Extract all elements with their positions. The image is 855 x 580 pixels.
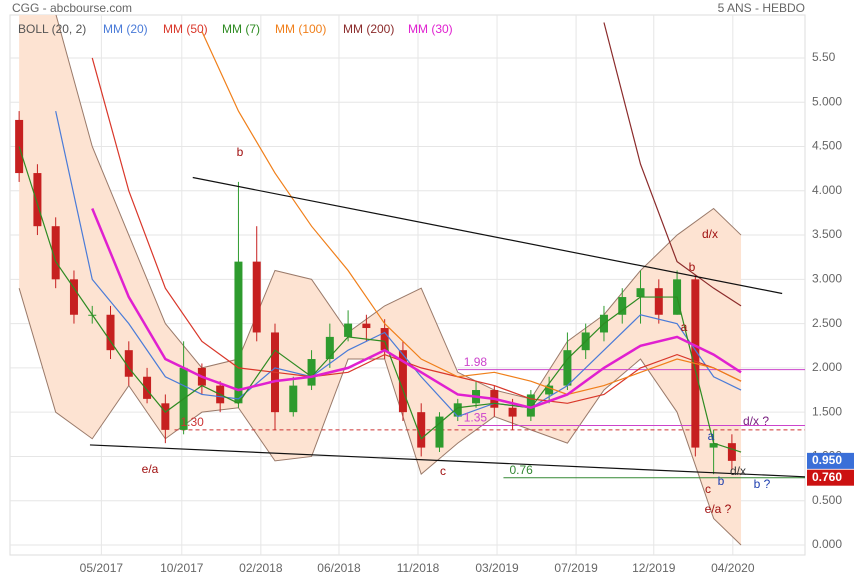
legend-entry: BOLL (20, 2): [18, 22, 86, 36]
candle-body: [563, 350, 572, 386]
wave-annotation: e/a ?: [705, 502, 732, 516]
x-tick-label: 02/2018: [239, 561, 283, 575]
candle-body: [161, 403, 170, 430]
y-tick-label: 0.000: [812, 537, 842, 551]
legend-entry: MM (200): [343, 22, 394, 36]
candle-body: [289, 385, 298, 413]
candle-body: [51, 226, 60, 280]
wave-annotation: b: [718, 474, 725, 488]
moving-average-line: [55, 110, 742, 418]
x-tick-label: 11/2018: [397, 561, 440, 575]
wave-annotation: b ?: [754, 477, 771, 491]
x-tick-label: 03/2019: [475, 561, 519, 575]
x-tick-label: 10/2017: [160, 561, 204, 575]
wave-annotation: b: [237, 145, 244, 159]
candle-body: [325, 336, 334, 360]
candle-body: [362, 323, 371, 329]
price-tag: [807, 469, 854, 486]
y-tick-label: 3.500: [812, 227, 842, 241]
moving-average-line: [201, 31, 742, 396]
price-tag-label: 0.950: [812, 453, 842, 467]
wave-annotation: c: [705, 482, 711, 496]
candle-body: [545, 385, 554, 395]
y-tick-label: 4.000: [812, 183, 842, 197]
candle-body: [508, 407, 517, 417]
candle-body: [453, 403, 462, 417]
candle-body: [618, 297, 627, 315]
legend-entry: MM (30): [408, 22, 453, 36]
y-tick-label: 2.500: [812, 316, 842, 330]
legend-entry: MM (100): [275, 22, 326, 36]
moving-average-line: [18, 146, 742, 453]
x-tick-label: 06/2018: [317, 561, 361, 575]
candle-body: [33, 173, 42, 227]
candle-body: [398, 350, 407, 413]
candle-body: [252, 261, 261, 333]
candle-body: [709, 443, 718, 448]
y-tick-label: 3.000: [812, 272, 842, 286]
moving-average-line: [91, 208, 742, 410]
level-label: 1.35: [464, 411, 488, 425]
y-tick-label: 4.500: [812, 139, 842, 153]
level-label: 1.30: [180, 415, 204, 429]
candle-body: [307, 359, 316, 386]
bollinger-band: [19, 15, 742, 545]
wave-annotation: a: [708, 429, 715, 443]
legend-entry: MM (50): [163, 22, 208, 36]
candle-body: [143, 376, 152, 399]
legend-entry: MM (7): [222, 22, 260, 36]
plot-area: [15, 15, 805, 546]
candle-body: [234, 261, 243, 404]
candle-body: [124, 350, 133, 377]
candle-body: [344, 323, 353, 337]
wave-annotation: b: [689, 260, 696, 274]
plot-frame: [9, 14, 806, 556]
x-tick-label: 07/2019: [554, 561, 598, 575]
trendline: [192, 176, 783, 295]
level-label: 1.98: [464, 355, 488, 369]
x-tick-label: 12/2019: [632, 561, 676, 575]
wave-annotation: d/x ?: [743, 414, 769, 428]
level-label: 0.76: [509, 463, 533, 477]
candle-body: [69, 279, 78, 315]
moving-average-line: [603, 22, 742, 307]
y-tick-label: 2.000: [812, 360, 842, 374]
candle-body: [417, 412, 426, 448]
x-tick-label: 04/2020: [711, 561, 755, 575]
wave-annotation: e/a: [142, 462, 159, 476]
candle-body: [526, 394, 535, 417]
chart-title: CGG - abcbourse.com: [12, 1, 132, 15]
x-tick-label: 05/2017: [80, 561, 124, 575]
price-tag: [807, 452, 854, 469]
y-tick-label: 5.50: [812, 50, 836, 64]
candle-body: [435, 416, 444, 448]
wave-annotation: c: [440, 464, 446, 478]
candle-body: [380, 328, 389, 351]
bollinger-upper: [55, 15, 742, 400]
wave-annotation: a: [681, 320, 688, 334]
moving-average-line: [91, 57, 742, 404]
legend-entry: MM (20): [103, 22, 148, 36]
candle-body: [106, 314, 115, 351]
candle-body: [654, 288, 663, 315]
trendline: [89, 444, 806, 478]
y-tick-label: 0.500: [812, 493, 842, 507]
chart-subtitle: 5 ANS - HEBDO: [718, 1, 805, 15]
y-tick-label: 5.000: [812, 94, 842, 108]
price-tag-label: 0.760: [812, 470, 842, 484]
candle-body: [636, 288, 645, 298]
wave-annotation: d/x: [730, 464, 746, 478]
wave-annotation: d/x: [702, 227, 718, 241]
y-tick-label: 1.500: [812, 404, 842, 418]
candle-body: [727, 443, 736, 461]
